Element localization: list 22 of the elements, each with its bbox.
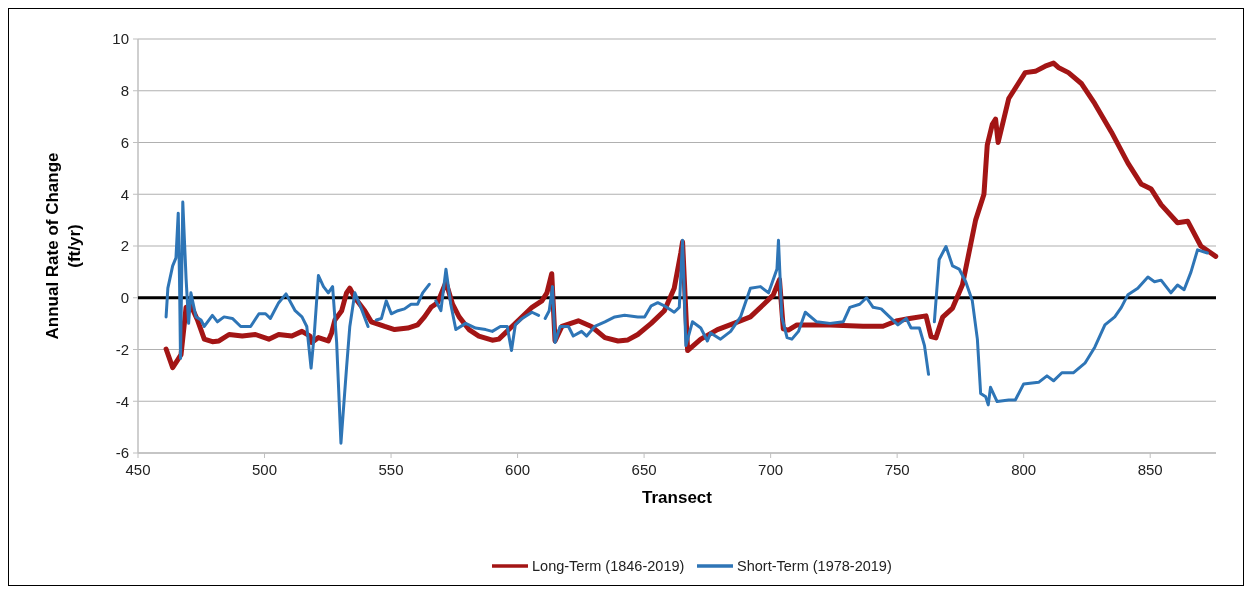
y-tick-label: -4 bbox=[115, 392, 129, 410]
legend-label: Short-Term (1978-2019) bbox=[737, 558, 892, 575]
x-tick-label: 850 bbox=[1137, 461, 1163, 478]
y-tick-label: 6 bbox=[120, 133, 129, 151]
y-tick-label: 0 bbox=[120, 289, 129, 306]
y-tick-label: 2 bbox=[120, 237, 129, 255]
x-tick-label: 600 bbox=[505, 461, 531, 478]
y-tick-label: -2 bbox=[115, 340, 129, 358]
y-tick-label: 10 bbox=[112, 30, 129, 48]
x-axis-title: Transect bbox=[642, 488, 713, 507]
x-tick-label: 750 bbox=[884, 461, 910, 478]
y-axis-title: Annual Rate of Change (ft/yr) bbox=[43, 152, 85, 340]
x-tick-label: 450 bbox=[125, 461, 151, 478]
y-tick-label: -6 bbox=[115, 444, 129, 462]
x-tick-label: 700 bbox=[758, 461, 784, 478]
y-tick-label: 4 bbox=[120, 185, 129, 203]
x-tick-label: 800 bbox=[1011, 461, 1037, 478]
y-tick-label: 8 bbox=[120, 82, 129, 99]
legend-label: Long-Term (1846-2019) bbox=[532, 558, 685, 575]
x-tick-label: 500 bbox=[252, 461, 278, 478]
x-tick-label: 550 bbox=[378, 461, 404, 478]
x-tick-label: 650 bbox=[631, 461, 657, 478]
